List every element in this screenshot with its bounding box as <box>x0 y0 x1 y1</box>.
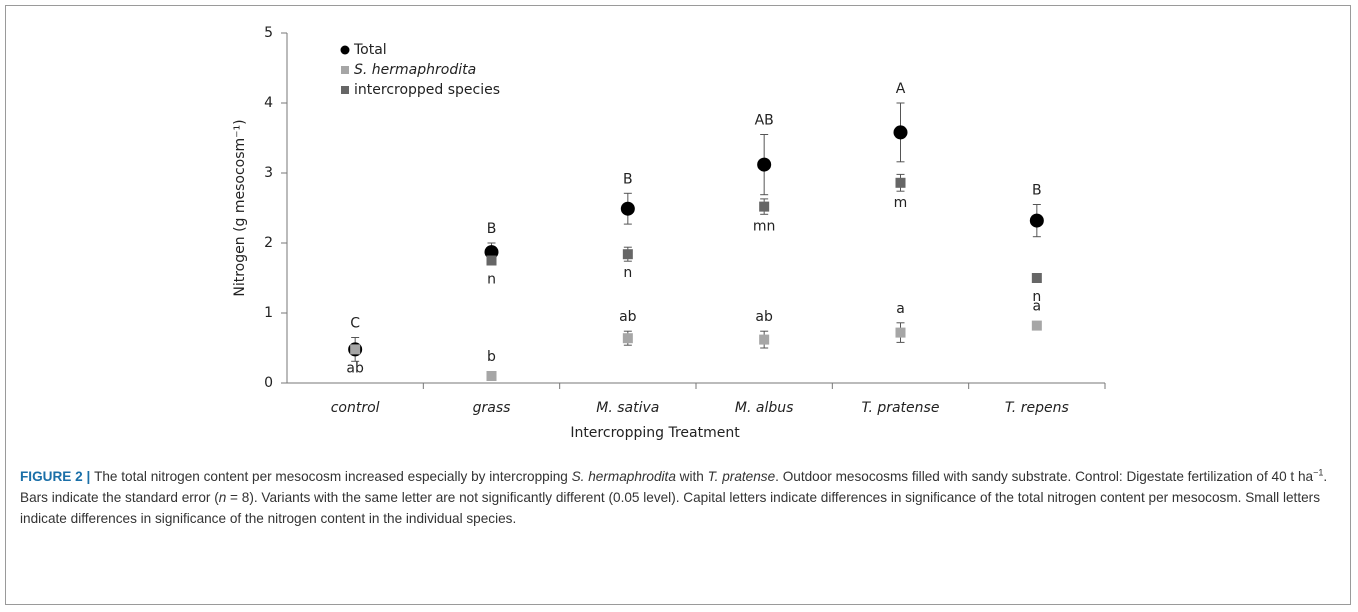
point <box>759 334 770 345</box>
legend-label: S. hermaphrodita <box>354 62 476 78</box>
point <box>1031 273 1042 283</box>
y-tick-label: 2 <box>264 235 273 251</box>
significance-letter: ab <box>619 309 637 325</box>
significance-letter: a <box>896 301 905 317</box>
point <box>622 333 633 344</box>
significance-letter: b <box>487 349 496 365</box>
x-tick-label: M. albus <box>735 400 794 416</box>
legend-label: Total <box>353 42 387 58</box>
legend-marker <box>340 45 350 55</box>
point <box>759 201 770 212</box>
y-tick-label: 4 <box>264 95 273 111</box>
legend-label: intercropped species <box>354 82 500 98</box>
point <box>1031 320 1042 331</box>
figure-frame <box>5 5 1351 605</box>
chart: Intercropping Treatment Nitrogen (g meso… <box>232 25 1106 441</box>
caption-segment: with <box>675 469 708 484</box>
y-tick-label: 1 <box>264 305 273 321</box>
caption-segment: . Outdoor mesocosms filled with sandy su… <box>775 469 1314 484</box>
caption-segment: T. pratense <box>707 469 776 484</box>
point <box>895 177 906 188</box>
significance-letter: A <box>896 81 906 97</box>
point <box>620 201 635 216</box>
significance-letter: n <box>623 265 632 281</box>
y-tick-label: 5 <box>264 25 273 41</box>
significance-letter: m <box>894 195 908 211</box>
significance-letter: a <box>1033 299 1042 315</box>
x-tick-label: M. sativa <box>596 400 659 416</box>
significance-letter: C <box>350 316 360 332</box>
y-axis-label: Nitrogen (g mesocosm⁻¹) <box>232 119 248 296</box>
significance-letter: B <box>623 171 633 187</box>
caption: FIGURE 2 | The total nitrogen content pe… <box>20 466 1338 529</box>
significance-letter: mn <box>753 218 776 234</box>
significance-letter: AB <box>755 113 774 129</box>
point <box>350 344 361 355</box>
significance-letter: B <box>487 221 497 237</box>
caption-segment: −1 <box>1313 467 1324 478</box>
caption-segment: = 8). Variants with the same letter are … <box>20 490 1320 526</box>
x-tick-label: grass <box>473 400 511 416</box>
x-tick-label: T. repens <box>1005 400 1069 416</box>
point <box>893 125 908 140</box>
x-tick-label: control <box>331 400 380 416</box>
caption-segment: n <box>218 490 227 505</box>
point <box>895 327 906 338</box>
significance-letter: ab <box>346 360 364 376</box>
caption-segment: The total nitrogen content per mesocosm … <box>94 469 572 484</box>
caption-segment: FIGURE 2 | <box>20 469 95 484</box>
significance-letter: n <box>1032 289 1041 305</box>
significance-letter: ab <box>755 309 773 325</box>
caption-segment: S. hermaphrodita <box>571 469 676 484</box>
y-tick-label: 3 <box>264 165 273 181</box>
point <box>486 371 497 381</box>
significance-letter: B <box>1032 183 1042 199</box>
y-tick-label: 0 <box>264 375 273 391</box>
caption-segment: . Bars indicate the standard error ( <box>20 469 1328 505</box>
x-axis-label: Intercropping Treatment <box>570 425 740 441</box>
x-tick-label: T. pratense <box>862 400 940 416</box>
point <box>622 249 633 260</box>
point <box>1029 213 1044 228</box>
legend-marker <box>341 66 349 74</box>
legend-marker <box>341 86 349 94</box>
point <box>757 157 772 172</box>
point <box>486 255 497 266</box>
significance-letter: n <box>487 272 496 288</box>
